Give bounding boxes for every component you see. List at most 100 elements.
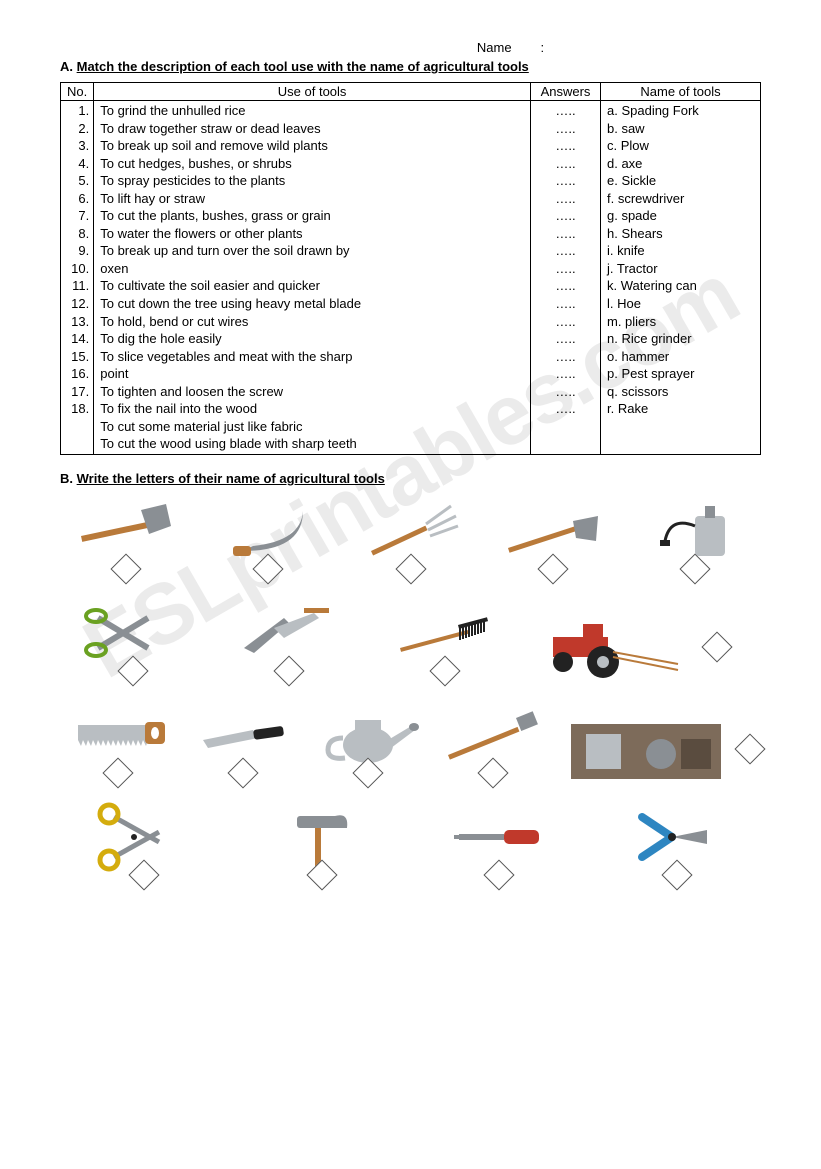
row-use: To break up and turn over the soil drawn… [100,242,524,260]
tool-name: n. Rice grinder [607,330,754,348]
row-num [67,435,89,453]
row-answer[interactable]: ….. [537,207,594,225]
name-label: Name [477,40,512,55]
tool-name: c. Plow [607,137,754,155]
tool-row [60,496,761,580]
answer-box[interactable] [701,631,732,662]
row-use: To cultivate the soil easier and quicker [100,277,524,295]
row-answer[interactable]: ….. [537,242,594,260]
row-use: To cut down the tree using heavy metal b… [100,295,524,313]
row-use: oxen [100,260,524,278]
row-use: To cut some material just like fabric [100,418,524,436]
tool-name: h. Shears [607,225,754,243]
tool-grid [60,496,761,886]
tool-name: f. screwdriver [607,190,754,208]
tool-name: m. pliers [607,313,754,331]
col-use: Use of tools [94,83,531,101]
tool-cell-watering-can [311,700,426,784]
row-use: To cut the wood using blade with sharp t… [100,435,524,453]
row-use: To dig the hole easily [100,330,524,348]
tool-cell-axe [60,496,192,580]
row-num: 17. [67,383,89,401]
tool-cell-sickle [202,496,334,580]
name-colon: : [540,40,544,55]
row-num: 18. [67,400,89,418]
row-answer[interactable]: ….. [537,137,594,155]
tool-cell-hoe [436,700,551,784]
tool-name: e. Sickle [607,172,754,190]
row-num: 9. [67,242,89,260]
row-answer[interactable]: ….. [537,365,594,383]
row-num: 7. [67,207,89,225]
tool-cell-shears [60,598,206,682]
row-num: 10. [67,260,89,278]
row-num: 16. [67,365,89,383]
row-answer[interactable]: ….. [537,260,594,278]
row-num: 11. [67,277,89,295]
row-use: To cut hedges, bushes, or shrubs [100,155,524,173]
section-a-lead: A. [60,59,73,74]
col-no: No. [61,83,94,101]
tool-name-list: a. Spading Forkb. sawc. Plowd. axee. Sic… [607,102,754,418]
number-list: 1.2.3.4.5.6.7.8.9.10.11.12.13.14.15.16.1… [67,102,89,453]
section-a-title: Match the description of each tool use w… [77,59,529,74]
tool-cell-pliers [593,802,761,886]
row-answer[interactable] [537,418,594,436]
row-num: 14. [67,330,89,348]
row-use: To draw together straw or dead leaves [100,120,524,138]
tool-cell-scissors [60,802,228,886]
tool-row [60,700,761,784]
tool-name: a. Spading Fork [607,102,754,120]
row-answer[interactable]: ….. [537,330,594,348]
tool-cell-screwdriver [416,802,584,886]
row-answer[interactable]: ….. [537,277,594,295]
answer-list[interactable]: …..…..…..…..…..…..…..…..…..…..…..…..…..…… [537,102,594,453]
row-num: 3. [67,137,89,155]
row-answer[interactable]: ….. [537,295,594,313]
tool-cell-hammer [238,802,406,886]
row-use: To grind the unhulled rice [100,102,524,120]
tool-name: r. Rake [607,400,754,418]
row-num: 5. [67,172,89,190]
row-num: 6. [67,190,89,208]
row-num [67,418,89,436]
tool-cell-fork [344,496,476,580]
row-answer[interactable]: ….. [537,172,594,190]
tool-cell-plow [216,598,362,682]
tool-row [60,598,761,682]
row-use: To tighten and loosen the screw [100,383,524,401]
tool-name: j. Tractor [607,260,754,278]
row-answer[interactable]: ….. [537,102,594,120]
row-answer[interactable]: ….. [537,120,594,138]
tractor-icon [528,612,698,682]
row-use: To lift hay or straw [100,190,524,208]
row-use: To fix the nail into the wood [100,400,524,418]
row-num: 12. [67,295,89,313]
row-answer[interactable]: ….. [537,400,594,418]
tool-cell-knife [185,700,300,784]
tool-cell-rice-grinder [561,714,761,784]
row-answer[interactable]: ….. [537,155,594,173]
col-answers: Answers [531,83,601,101]
row-answer[interactable]: ….. [537,383,594,401]
tool-name: b. saw [607,120,754,138]
tool-cell-sprayer [629,496,761,580]
tool-name: g. spade [607,207,754,225]
tool-name: q. scissors [607,383,754,401]
row-answer[interactable] [537,435,594,453]
row-answer[interactable]: ….. [537,225,594,243]
name-line: Name : [260,40,761,55]
answer-box[interactable] [734,733,765,764]
row-answer[interactable]: ….. [537,348,594,366]
row-use: To water the flowers or other plants [100,225,524,243]
tool-cell-spade [487,496,619,580]
rice-grinder-icon [561,714,731,784]
tool-row [60,802,761,886]
row-answer[interactable]: ….. [537,313,594,331]
tool-name: o. hammer [607,348,754,366]
row-use: To cut the plants, bushes, grass or grai… [100,207,524,225]
row-answer[interactable]: ….. [537,190,594,208]
match-table: No. Use of tools Answers Name of tools 1… [60,82,761,455]
section-b-lead: B. [60,471,73,486]
row-num: 13. [67,313,89,331]
